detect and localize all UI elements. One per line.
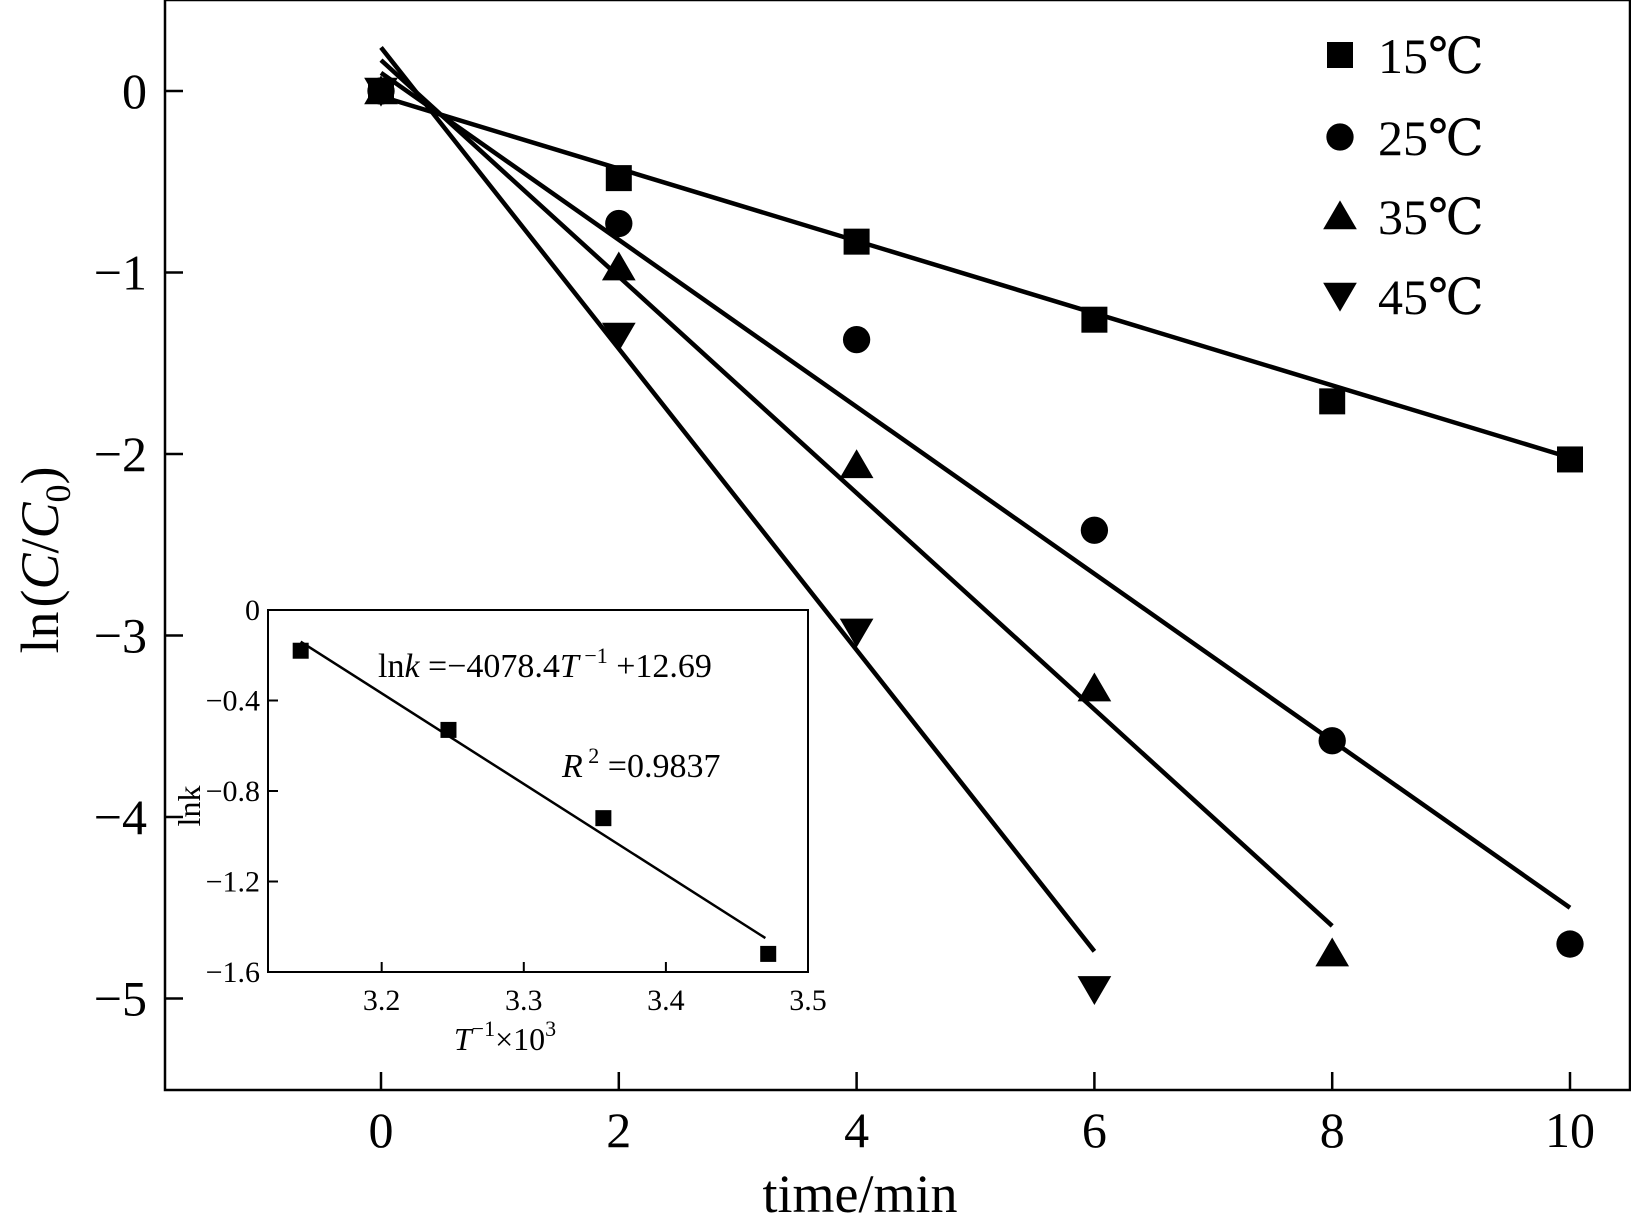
r2-sup: 2 — [583, 743, 600, 768]
data-point-triangle-down — [601, 322, 636, 352]
inset-x-tick-label: 3.4 — [647, 984, 685, 1017]
equation-k: k — [404, 648, 420, 685]
inset-x-tick-label: 3.5 — [789, 984, 827, 1017]
legend-label: 15℃ — [1378, 28, 1484, 84]
main-y-tick-label: 0 — [122, 63, 147, 119]
main-x-axis-label: time/min — [763, 1164, 958, 1224]
main-data-points — [364, 75, 1584, 1006]
inset-equation: lnk =−4078.4T −1 +12.69 — [378, 643, 712, 685]
inset-x-tick-label: 3.2 — [363, 984, 401, 1017]
legend-marker-square — [1327, 42, 1353, 68]
legend-label: 25℃ — [1378, 110, 1484, 166]
inset-y-tick-label: 0 — [245, 594, 260, 627]
inset-xlabel-sup2: 3 — [545, 1016, 556, 1041]
data-point-circle — [1556, 930, 1584, 958]
legend-label: 45℃ — [1378, 269, 1484, 325]
main-x-tick-label: 4 — [844, 1102, 869, 1158]
ylabel-c0: C — [10, 501, 70, 538]
data-point-square — [1319, 388, 1346, 415]
legend-marker-triangle-down — [1323, 282, 1357, 312]
main-y-tick-label: −5 — [94, 971, 147, 1027]
r2-r: R — [561, 748, 583, 785]
data-point-triangle-up — [839, 449, 874, 479]
inset-data-point — [440, 721, 457, 738]
legend-label: 35℃ — [1378, 189, 1484, 245]
data-point-circle — [842, 326, 871, 354]
inset-x-tick-label: 3.3 — [505, 984, 543, 1017]
equation-const: +12.69 — [608, 648, 712, 685]
main-x-tick-label: 0 — [369, 1102, 394, 1158]
ylabel-open-paren: ( — [10, 590, 70, 608]
fit-line — [379, 58, 1334, 928]
data-point-triangle-down — [839, 618, 874, 648]
equation-sup: −1 — [579, 643, 608, 668]
data-point-triangle-up — [1077, 672, 1112, 702]
inset-y-tick-label: −0.8 — [206, 775, 260, 808]
ylabel-c: C — [10, 553, 70, 590]
data-point-square — [1557, 446, 1583, 473]
inset-background — [268, 610, 808, 972]
data-point-circle — [1080, 516, 1109, 544]
legend-marker-triangle-up — [1323, 200, 1357, 230]
legend-marker-circle — [1326, 123, 1354, 151]
r2-value: =0.9837 — [599, 748, 720, 785]
main-x-tick-label: 8 — [1320, 1102, 1345, 1158]
inset-data-point — [292, 642, 309, 659]
inset-data-points — [292, 642, 777, 962]
main-plot-frame — [163, 0, 1631, 1092]
data-point-square — [605, 165, 632, 192]
main-axis-ticks: 0 2 4 6 8 10 0 −1 −2 −3 −4 −5 — [94, 63, 1595, 1158]
inset-y-tick-label: −0.4 — [206, 685, 260, 718]
data-point-square — [1081, 306, 1108, 333]
main-y-tick-label: −4 — [94, 789, 147, 845]
main-y-tick-label: −3 — [94, 608, 147, 664]
inset-data-point — [760, 945, 777, 962]
main-y-tick-label: −1 — [94, 245, 147, 301]
main-x-tick-label: 10 — [1545, 1102, 1595, 1158]
fit-line — [379, 71, 1572, 910]
fit-line — [379, 46, 1097, 953]
main-x-tick-label: 2 — [606, 1102, 631, 1158]
main-x-tick-label: 6 — [1082, 1102, 1107, 1158]
inset-data-point — [595, 810, 612, 827]
main-y-axis-label: ln(C/C0) — [10, 466, 78, 653]
inset-r-squared: R 2 =0.9837 — [561, 743, 720, 785]
inset-xlabel-sup: −1 — [472, 1016, 495, 1041]
fit-line — [380, 94, 1571, 460]
data-point-triangle-up — [601, 251, 636, 281]
inset-xlabel-t: T — [454, 1021, 474, 1057]
data-point-triangle-down — [1077, 976, 1112, 1006]
ylabel-subscript: 0 — [38, 484, 78, 502]
inset-y-tick-label: −1.6 — [206, 956, 260, 989]
inset-y-tick-label: −1.2 — [206, 866, 260, 899]
main-fit-lines — [379, 46, 1572, 953]
equation-ln: ln — [378, 648, 404, 685]
data-point-triangle-up — [1315, 937, 1350, 967]
legend: 15℃ 25℃ 35℃ 45℃ — [1323, 28, 1484, 325]
ylabel-slash: / — [10, 538, 70, 553]
equation-t: T — [560, 648, 581, 685]
inset-axis-ticks: 3.2 3.3 3.4 3.5 0 −0.4 −0.8 −1.2 −1.6 — [206, 594, 827, 1017]
inset-y-axis-label: lnk — [171, 786, 207, 827]
inset-fit-line — [300, 640, 767, 940]
inset-x-axis-label: T−1×103 — [454, 1016, 556, 1057]
data-point-circle — [1318, 727, 1346, 755]
data-point-square — [843, 228, 870, 255]
inset-fit-line — [300, 640, 767, 940]
main-y-tick-label: −2 — [94, 426, 147, 482]
data-point-triangle-down — [364, 77, 398, 107]
equation-coef: =−4078.4 — [420, 648, 560, 685]
ylabel-close-paren: ) — [10, 466, 70, 484]
data-point-circle — [605, 209, 633, 238]
ylabel-ln: ln — [10, 612, 70, 654]
inset-xlabel-rest: ×10 — [495, 1021, 545, 1057]
